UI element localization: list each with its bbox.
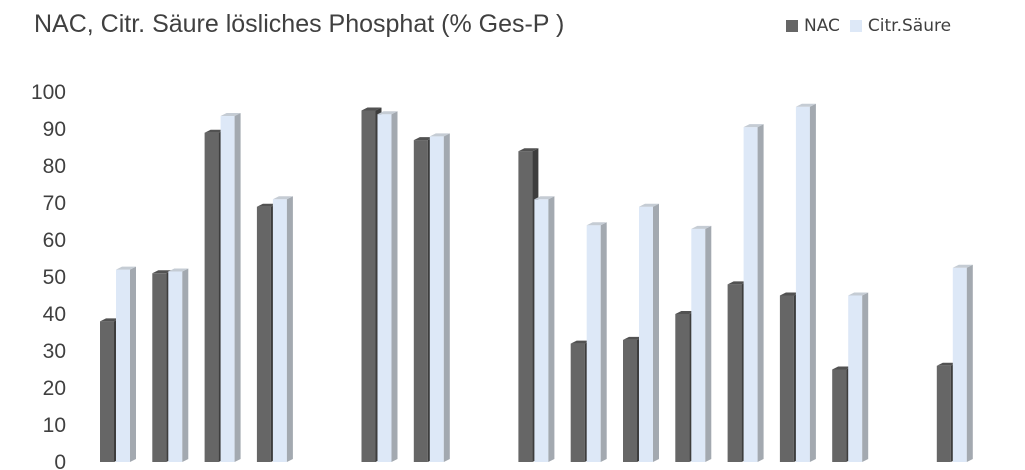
citr-bar-top [168, 268, 189, 272]
citr-bar [691, 228, 706, 462]
nac-bar-top [832, 366, 853, 370]
citr-bar-top [220, 113, 241, 117]
citr-bar-top [795, 103, 816, 107]
citr-bar-side [443, 133, 450, 462]
legend-swatch-citr [849, 20, 862, 32]
citr-bar-side [130, 266, 136, 462]
citr-bar [116, 269, 130, 462]
citr-bar [586, 225, 601, 462]
citr-bar [220, 116, 235, 463]
citr-bar-side [862, 292, 869, 462]
nac-bar-top [204, 129, 225, 133]
nac-bar [413, 140, 428, 462]
y-tick-label: 10 [43, 414, 66, 437]
nac-bar [256, 206, 271, 462]
y-tick-label: 30 [43, 340, 66, 363]
y-tick-label: 90 [43, 118, 66, 141]
citr-bar [429, 136, 444, 462]
citr-bar-top [848, 292, 869, 296]
nac-bar-top [936, 362, 957, 366]
legend-item-citr: Citr.Säure [849, 16, 952, 36]
citr-bar [639, 206, 653, 462]
y-tick-label: 0 [54, 451, 66, 470]
citr-bar-top [534, 196, 555, 200]
nac-bar-top [675, 311, 696, 314]
nac-bar [623, 339, 637, 462]
y-tick-label: 60 [43, 229, 66, 252]
nac-bar [779, 295, 794, 462]
nac-bar [570, 343, 585, 462]
legend: NAC Citr.Säure [786, 16, 961, 36]
citr-bar-side [705, 225, 712, 462]
citr-bar [952, 267, 967, 462]
citr-bar-top [116, 266, 136, 270]
citr-bar-side [182, 268, 189, 462]
citr-bar [168, 271, 183, 462]
citr-bar-side [966, 264, 973, 462]
nac-bar [204, 132, 219, 462]
citr-bar-top [639, 203, 659, 207]
nac-bar-top [256, 203, 277, 207]
nac-bar-top [727, 281, 748, 285]
nac-bar-top [413, 137, 434, 141]
citr-bar [743, 127, 758, 463]
citr-bar [534, 199, 549, 463]
citr-bar-side [234, 113, 241, 463]
citr-bar [848, 295, 863, 462]
citr-bar-top [691, 225, 712, 229]
citr-bar-side [391, 111, 398, 462]
citr-bar-side [653, 203, 659, 462]
nac-bar-top [152, 270, 173, 274]
citr-bar-side [809, 103, 816, 463]
nac-bar-top [518, 148, 539, 152]
nac-bar-top [623, 336, 643, 340]
nac-bar [832, 369, 847, 462]
nac-bar [100, 321, 114, 462]
nac-bar [361, 110, 376, 462]
citr-bar [795, 106, 810, 463]
chart-title: NAC, Citr. Säure lösliches Phosphat (% G… [34, 10, 565, 38]
legend-label-nac: NAC [804, 16, 840, 36]
citr-bar-top [952, 264, 973, 268]
y-tick-label: 80 [43, 155, 66, 178]
y-tick-label: 100 [31, 81, 66, 104]
nac-bar-top [570, 340, 591, 344]
nac-bar [727, 284, 742, 462]
legend-label-citr: Citr.Säure [867, 16, 952, 36]
y-tick-label: 50 [43, 266, 66, 289]
y-tick-label: 20 [43, 377, 66, 400]
citr-bar [272, 199, 287, 463]
citr-bar-top [586, 222, 607, 226]
nac-bar-top [100, 318, 120, 322]
citr-bar-side [600, 222, 607, 462]
citr-bar-top [272, 196, 293, 200]
nac-bar-top [361, 107, 382, 111]
y-tick-label: 70 [43, 192, 66, 215]
nac-bar [936, 365, 951, 462]
nac-bar [152, 273, 167, 462]
citr-bar-side [548, 196, 555, 463]
citr-bar-top [377, 111, 398, 115]
legend-item-nac: NAC [786, 16, 840, 36]
citr-bar-top [743, 124, 764, 128]
citr-bar-side [757, 124, 764, 463]
y-tick-label: 40 [43, 303, 66, 326]
nac-bar [675, 314, 690, 462]
legend-swatch-nac [786, 20, 798, 32]
nac-bar-top [779, 292, 800, 296]
citr-bar-side [286, 196, 293, 463]
citr-bar-top [429, 133, 450, 137]
nac-bar [518, 151, 533, 462]
citr-bar [377, 114, 392, 462]
